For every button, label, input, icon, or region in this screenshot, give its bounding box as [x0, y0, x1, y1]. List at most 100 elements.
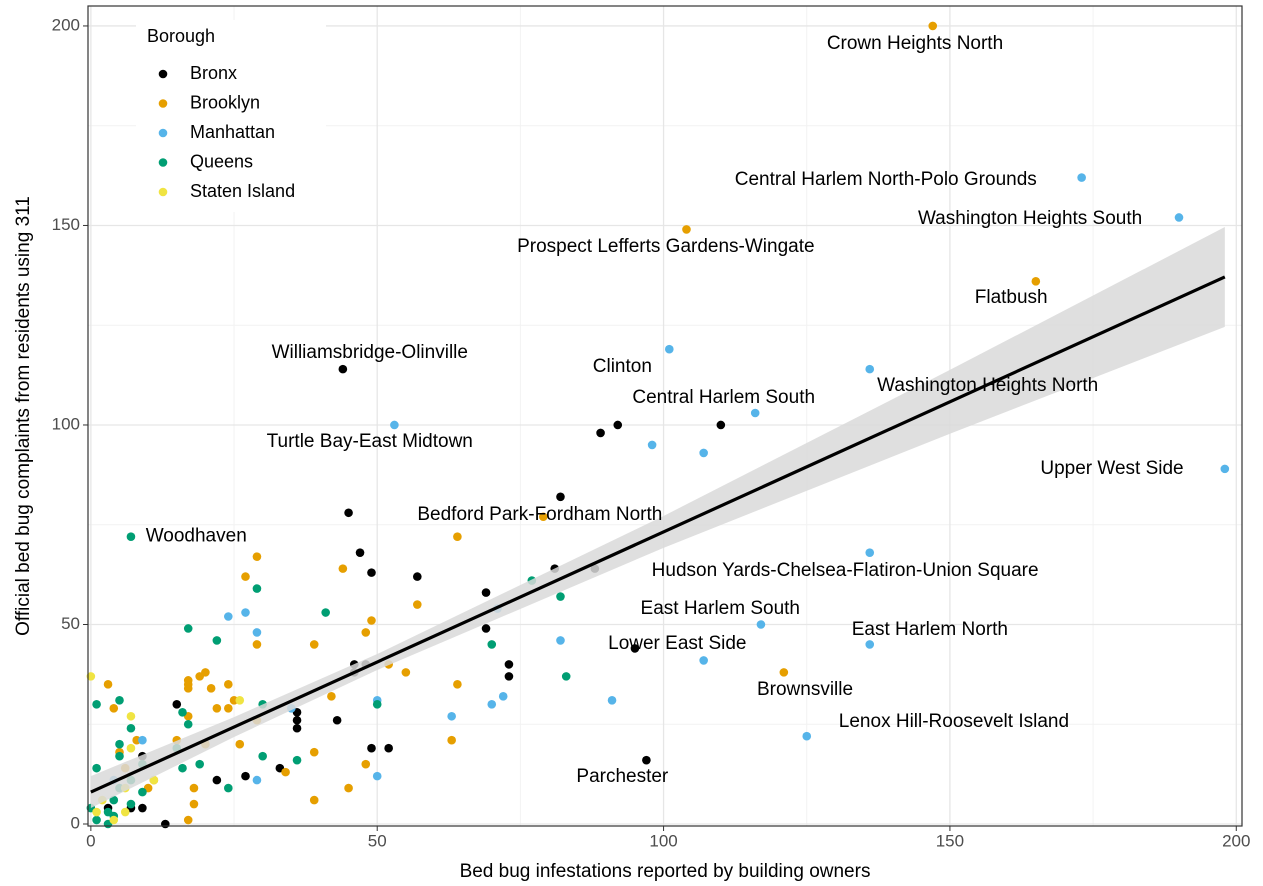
point: [1031, 277, 1041, 286]
point: [487, 640, 497, 649]
point-label: Prospect Lefferts Gardens-Wingate: [517, 236, 814, 257]
point: [309, 795, 319, 805]
point: [86, 672, 96, 681]
point: [664, 344, 674, 354]
point: [1174, 213, 1184, 222]
point-label: Crown Heights North: [827, 33, 1003, 54]
point-label: East Harlem North: [852, 619, 1008, 640]
point: [1220, 464, 1230, 474]
point: [332, 715, 342, 725]
y-axis-title: Official bed bug complaints from residen…: [13, 196, 34, 636]
point: [161, 819, 170, 829]
point: [504, 660, 514, 669]
point: [613, 420, 623, 430]
x-tick-label: 0: [86, 831, 95, 850]
point: [481, 588, 491, 597]
point: [138, 803, 147, 813]
point: [504, 672, 514, 681]
point: [453, 532, 462, 542]
point: [281, 767, 290, 777]
point: [556, 636, 565, 645]
point: [779, 668, 789, 677]
point: [183, 676, 193, 685]
x-tick-label: 150: [936, 831, 964, 850]
point-label: Washington Heights North: [877, 375, 1098, 396]
point: [126, 743, 136, 753]
point: [92, 807, 101, 817]
x-tick-label: 200: [1222, 831, 1250, 850]
legend-swatch: [158, 99, 168, 108]
point: [241, 608, 250, 617]
point: [361, 759, 371, 769]
point: [183, 624, 193, 633]
point: [716, 420, 726, 430]
point: [183, 719, 193, 729]
legend-swatch: [158, 69, 168, 79]
point: [258, 751, 267, 761]
point: [372, 699, 382, 709]
point: [224, 783, 233, 793]
point: [183, 684, 193, 693]
legend-label: Staten Island: [190, 181, 295, 201]
point: [367, 568, 376, 577]
point: [212, 775, 222, 785]
point-label: Hudson Yards-Chelsea-Flatiron-Union Squa…: [652, 560, 1039, 581]
point: [149, 775, 159, 785]
point: [642, 755, 651, 765]
point: [802, 731, 812, 741]
x-tick-label: 100: [649, 831, 677, 850]
point: [607, 696, 617, 705]
point: [561, 672, 571, 681]
point: [103, 680, 113, 689]
point: [120, 807, 130, 817]
point: [109, 815, 119, 825]
point: [178, 707, 187, 717]
point: [361, 628, 371, 637]
point: [252, 640, 262, 649]
point: [292, 723, 302, 733]
point: [109, 703, 119, 713]
point: [178, 763, 187, 773]
point: [682, 225, 691, 234]
legend-title: Borough: [147, 26, 215, 46]
point: [138, 787, 147, 797]
point: [413, 572, 422, 581]
legend-label: Bronx: [190, 63, 237, 83]
point: [344, 508, 353, 518]
point: [647, 440, 657, 450]
legend-label: Manhattan: [190, 122, 275, 142]
point: [865, 640, 875, 649]
point: [138, 735, 147, 745]
point: [126, 723, 136, 733]
point: [750, 408, 760, 418]
point: [252, 775, 262, 785]
point: [189, 783, 199, 793]
point: [453, 680, 462, 689]
fit-line: [90, 275, 1226, 794]
legend-swatch: [158, 158, 168, 167]
point-label: Turtle Bay-East Midtown: [267, 431, 473, 452]
point: [115, 696, 124, 705]
point: [195, 759, 204, 769]
point: [596, 428, 605, 438]
point: [241, 572, 250, 581]
y-tick-label: 150: [52, 215, 80, 234]
point: [401, 668, 411, 677]
point-label: Lenox Hill-Roosevelt Island: [839, 711, 1069, 732]
point: [126, 799, 136, 809]
point: [92, 763, 101, 773]
point-label: Central Harlem North-Polo Grounds: [735, 169, 1037, 190]
point: [252, 584, 262, 593]
point: [384, 743, 393, 753]
point-label: Central Harlem South: [632, 387, 815, 408]
point: [372, 771, 382, 781]
panel-border: [87, 5, 1243, 827]
point: [865, 548, 875, 557]
y-tick-label: 100: [52, 414, 80, 433]
point-label: Brownsville: [757, 679, 853, 700]
point-label: Woodhaven: [146, 526, 247, 547]
point: [481, 624, 491, 633]
point: [115, 739, 124, 749]
point: [556, 492, 565, 502]
